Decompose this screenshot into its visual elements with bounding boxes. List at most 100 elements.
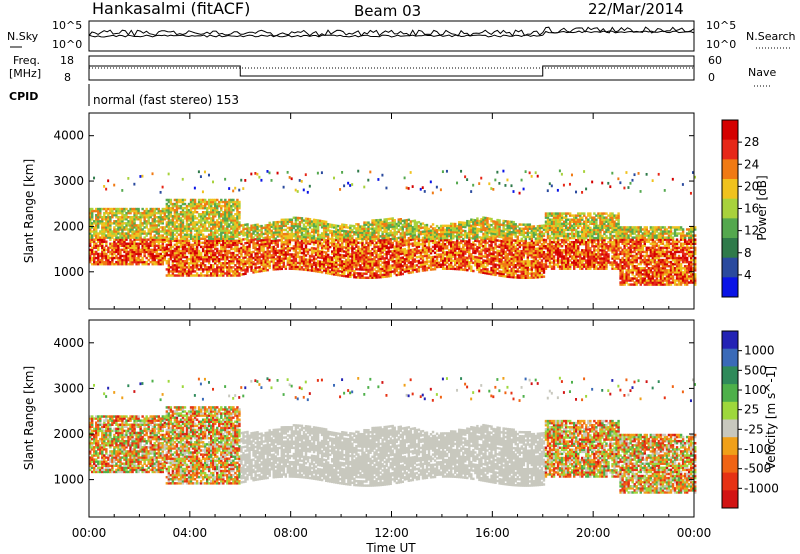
- power-cell: [153, 213, 156, 217]
- power-cell: [129, 250, 132, 254]
- power-cell: [157, 238, 160, 241]
- power-cell: [207, 221, 211, 224]
- power-cell: [179, 223, 183, 226]
- power-cell: [175, 241, 179, 245]
- power-cell: [127, 246, 130, 250]
- power-cell: [109, 244, 112, 248]
- power-cell: [173, 223, 177, 226]
- power-cell: [91, 224, 94, 227]
- power-cell: [101, 232, 104, 235]
- power-cell: [187, 249, 191, 253]
- power-cell: [151, 224, 154, 227]
- power-cell: [238, 262, 241, 265]
- power-cell: [218, 253, 221, 257]
- power-cell: [197, 237, 201, 240]
- power-cell: [244, 246, 247, 249]
- power-cell: [224, 198, 227, 202]
- power-cell: [103, 226, 106, 229]
- power-cell: [181, 211, 185, 214]
- power-cell: [131, 250, 134, 254]
- power-cell: [117, 230, 120, 233]
- power-cell: [207, 270, 211, 273]
- power-cell: [224, 251, 227, 255]
- power-cell: [246, 266, 249, 269]
- power-cell: [212, 202, 215, 206]
- power-cell: [175, 229, 179, 232]
- power-cell: [175, 262, 179, 265]
- power-cell: [135, 252, 138, 256]
- power-cell: [203, 237, 207, 240]
- power-cell: [155, 248, 158, 252]
- power-cell: [97, 244, 100, 248]
- power-cell: [149, 252, 152, 256]
- power-cell: [133, 244, 136, 248]
- power-cell: [179, 237, 183, 240]
- power-cell: [341, 170, 344, 174]
- power-cell: [224, 262, 227, 265]
- power-cell: [177, 204, 181, 208]
- power-cell: [125, 250, 128, 254]
- power-cell: [167, 243, 171, 247]
- power-cell: [214, 225, 217, 228]
- power-cell: [139, 222, 142, 225]
- power-cell: [135, 234, 138, 237]
- power-cell: [179, 245, 183, 249]
- power-cell: [216, 247, 219, 251]
- power-cell: [101, 252, 104, 256]
- power-cell: [173, 237, 177, 240]
- power-cell: [89, 226, 92, 229]
- power-cell: [232, 233, 235, 236]
- power-cell: [93, 256, 96, 260]
- power-cell: [161, 185, 164, 189]
- power-cell: [133, 242, 136, 245]
- power-cell: [189, 260, 193, 263]
- power-cell: [165, 225, 169, 228]
- power-cell: [216, 198, 219, 202]
- power-cell: [234, 231, 237, 234]
- power-cell: [89, 222, 92, 225]
- power-cell: [230, 260, 233, 263]
- power-cell: [149, 224, 152, 227]
- power-cell: [125, 262, 128, 266]
- power-cell: [115, 262, 118, 266]
- power-cell: [131, 252, 134, 256]
- power-cell: [203, 221, 207, 224]
- power-cell: [357, 245, 360, 249]
- power-cell: [119, 256, 122, 260]
- power-cell: [141, 262, 144, 266]
- power-cell: [95, 215, 98, 219]
- power-cell: [111, 258, 114, 262]
- power-cell: [244, 227, 247, 231]
- power-cell: [163, 211, 167, 215]
- power-cell: [103, 254, 106, 258]
- power-cell: [212, 215, 215, 218]
- power-cell: [89, 224, 92, 227]
- power-cell: [159, 252, 162, 256]
- power-cell: [222, 229, 225, 232]
- power-cell: [193, 260, 197, 263]
- power-cell: [191, 264, 195, 267]
- noise-left-tick-high: 10^5: [52, 19, 82, 32]
- power-cell: [242, 258, 245, 262]
- power-cell: [119, 215, 122, 219]
- power-cell: [165, 198, 169, 202]
- power-cell: [143, 244, 146, 248]
- power-cell: [165, 233, 169, 236]
- power-cell: [133, 232, 136, 235]
- power-cell: [105, 240, 108, 243]
- power-cell: [147, 248, 150, 252]
- power-cell: [210, 204, 213, 208]
- power-cell: [224, 219, 227, 222]
- power-cell: [111, 211, 114, 215]
- power-cell: [115, 215, 118, 219]
- power-cell: [228, 249, 231, 253]
- power-cell: [135, 218, 138, 221]
- power-cell: [101, 224, 104, 227]
- power-cell: [228, 217, 231, 220]
- power-cell: [113, 230, 116, 233]
- power-cell: [228, 219, 231, 222]
- power-cell: [165, 235, 169, 238]
- power-cell: [139, 226, 142, 229]
- power-cell: [244, 179, 247, 182]
- power-cell: [105, 228, 108, 231]
